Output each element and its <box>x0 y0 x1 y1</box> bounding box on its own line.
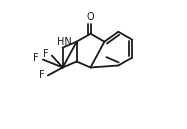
Text: F: F <box>33 53 39 63</box>
Text: HN: HN <box>57 37 72 47</box>
Text: F: F <box>39 70 45 80</box>
Text: O: O <box>87 12 94 22</box>
Text: F: F <box>43 49 49 59</box>
